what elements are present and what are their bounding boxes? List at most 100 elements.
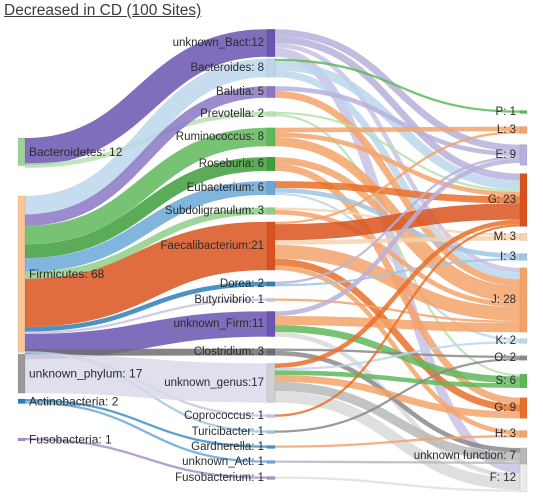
genus-label-ruminococcus: Ruminococcus: 8 — [176, 131, 264, 143]
phylum-link-firmicutes-to-faecalibacterium — [24, 221, 268, 328]
function-link-unknown_bact-to-J — [274, 43, 521, 273]
function-link-ruminococcus-to-L — [274, 126, 521, 133]
figure-title: Decreased in CD (100 Sites) — [4, 2, 202, 19]
genus-node-eubacterium — [266, 180, 276, 196]
function-link-balutia-to-E — [274, 86, 521, 157]
genus-node-unknown_act — [266, 460, 276, 464]
genus-node-prevotella — [266, 111, 276, 117]
phylum-label-unknown_phylum: unknown_phylum: 17 — [29, 367, 143, 381]
genus-node-clostridium — [266, 348, 276, 356]
genus-node-unknown_bact — [266, 28, 276, 58]
function-node-E — [519, 144, 528, 166]
function-label-G9: G: 9 — [494, 402, 516, 414]
function-node-F — [519, 463, 528, 493]
function-link-coprococcus-to-G23 — [274, 224, 521, 417]
function-link-clostridium-to-O — [274, 348, 521, 358]
genus-label-unknown_act: unknown_Act: 1 — [182, 456, 264, 468]
function-link-eubacterium-to-K — [274, 192, 521, 341]
phylum-link-firmicutes-to-ruminococcus — [24, 127, 268, 245]
function-link-dorea-to-E — [274, 156, 521, 284]
function-link-unknown_genus-to-S — [274, 370, 521, 388]
function-link-bacteroides-to-G23 — [274, 61, 521, 190]
genus-node-coprococcus — [266, 414, 276, 418]
function-node-unknown_function — [519, 447, 528, 465]
genus-label-bacteroides: Bacteroides: 8 — [190, 62, 264, 74]
genus-label-gardnerella: Gardnerella: 1 — [191, 441, 264, 453]
genus-label-eubacterium: Eubacterium: 6 — [187, 182, 264, 194]
genus-label-butyrivibrio: Butyrivibrio: 1 — [194, 294, 264, 306]
function-label-J: J: 28 — [491, 294, 516, 306]
genus-node-unknown_genus — [266, 363, 276, 403]
function-link-subdoligranulum-to-J — [274, 209, 521, 307]
phylum-node-bacteroidetes — [17, 137, 26, 166]
phylum-label-actinobacteria: Actinobacteria: 2 — [29, 394, 119, 408]
genus-label-unknown_genus: unknown_genus:17 — [164, 377, 264, 389]
phylum-label-bacteroidetes: Bacteroidetes: 12 — [29, 145, 123, 159]
function-link-faecalibacterium-to-J — [274, 244, 521, 321]
function-node-I — [519, 253, 528, 261]
function-link-unknown_genus-to-K — [274, 341, 521, 371]
phylum-label-firmicutes: Firmicutes: 68 — [29, 267, 105, 281]
function-link-turicibacter-to-O — [274, 358, 521, 433]
function-link-eubacterium-to-G23 — [274, 181, 521, 204]
function-link-fusobacterium-to-F — [274, 476, 521, 492]
phylum-node-firmicutes — [17, 195, 26, 353]
function-link-gardnerella-to-H — [274, 435, 521, 448]
function-label-M: M: 3 — [494, 231, 516, 243]
function-link-balutia-to-J — [274, 90, 521, 287]
phylum-link-firmicutes-to-unknown_firm — [24, 311, 268, 360]
function-node-P — [519, 110, 528, 114]
function-label-K: K: 2 — [496, 335, 516, 347]
phylum-link-firmicutes-to-subdoligranulum — [24, 207, 268, 279]
function-link-unknown_genus-to-G23 — [274, 219, 521, 369]
genus-node-fusobacterium — [266, 476, 276, 480]
function-link-unknown_act-to-unknown_function — [274, 460, 521, 465]
genus-label-dorea: Dorea: 2 — [220, 278, 264, 290]
function-node-S — [519, 373, 528, 389]
function-label-L: L: 3 — [497, 124, 516, 136]
function-node-K — [519, 338, 528, 344]
phylum-label-fusobacteria: Fusobacteria: 1 — [29, 433, 112, 447]
phylum-link-firmicutes-to-roseburia — [24, 157, 268, 259]
function-label-O: O: 2 — [494, 352, 516, 364]
phylum-link-firmicutes-to-bacteroides — [24, 58, 268, 215]
function-node-M — [519, 233, 528, 241]
genus-node-bacteroides — [266, 58, 276, 78]
phylum-node-actinobacteria — [17, 398, 26, 404]
genus-node-butyrivibrio — [266, 298, 276, 302]
function-link-unknown_genus-to-unknown_function — [274, 381, 521, 462]
function-label-F: F: 12 — [490, 472, 516, 484]
genus-label-coprococcus: Coprococcus: 1 — [184, 410, 264, 422]
function-link-faecalibacterium-to-G9 — [274, 258, 521, 412]
function-label-I: I: 3 — [500, 251, 516, 263]
function-label-E: E: 9 — [496, 149, 516, 161]
function-link-bacteroides-to-P — [274, 58, 521, 113]
function-link-prevotella-to-G23 — [274, 111, 521, 192]
function-label-P: P: 1 — [496, 106, 516, 118]
genus-label-faecalibacterium: Faecalibacterium:21 — [160, 240, 264, 252]
genus-label-prevotella: Prevotella: 2 — [200, 108, 264, 120]
genus-node-gardnerella — [266, 445, 276, 449]
genus-node-subdoligranulum — [266, 207, 276, 215]
function-node-H — [519, 430, 528, 438]
genus-node-turicibacter — [266, 430, 276, 434]
genus-label-roseburia: Roseburia: 6 — [199, 158, 264, 170]
genus-node-faecalibacterium — [266, 221, 276, 271]
genus-label-turicibacter: Turicibacter: 1 — [192, 426, 264, 438]
function-link-unknown_firm-to-J — [274, 315, 521, 333]
genus-label-balutia: Balutia: 5 — [216, 86, 264, 98]
phylum-link-firmicutes-to-dorea — [24, 281, 268, 332]
sankey-nodes — [17, 28, 528, 493]
function-label-S: S: 6 — [496, 375, 516, 387]
genus-label-fusobacterium: Fusobacterium: 1 — [175, 472, 264, 484]
function-link-butyrivibrio-to-J — [274, 298, 521, 323]
function-link-faecalibacterium-to-G23 — [274, 203, 521, 241]
phylum-link-actinobacteria-to-unknown_act — [24, 401, 268, 463]
function-node-O — [519, 355, 528, 361]
genus-node-ruminococcus — [266, 127, 276, 147]
phylum-node-unknown_phylum — [17, 353, 26, 394]
phylum-link-actinobacteria-to-gardnerella — [24, 399, 268, 448]
function-node-L — [519, 126, 528, 134]
function-link-unknown_bact-to-E — [274, 29, 521, 152]
